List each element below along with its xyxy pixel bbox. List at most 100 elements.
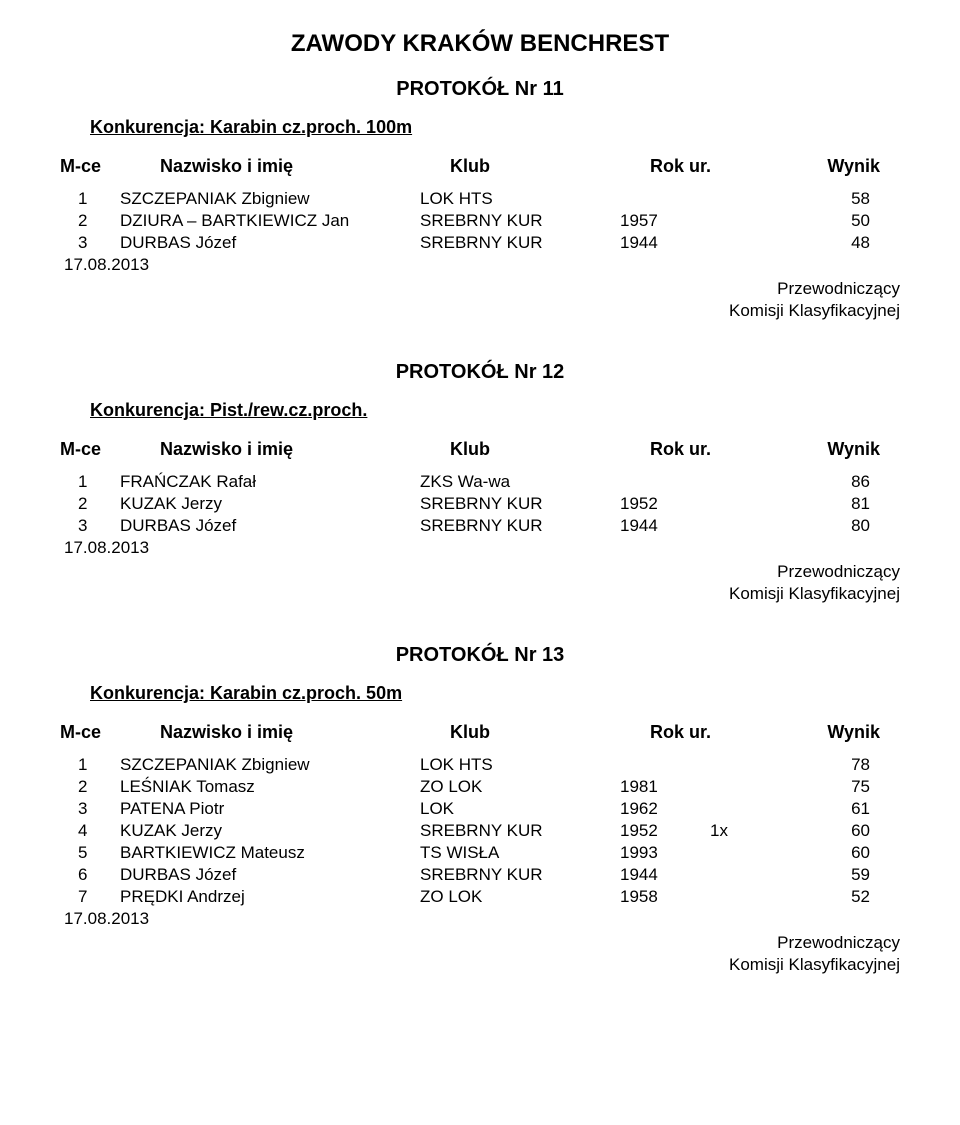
cell-pos: 3 [60, 799, 120, 819]
table-row: 2DZIURA – BARTKIEWICZ JanSREBRNY KUR1957… [60, 211, 900, 231]
cell-pos: 5 [60, 843, 120, 863]
header-mce: M-ce [60, 156, 120, 177]
cell-rok: 1957 [620, 211, 710, 231]
table-row: 1FRAŃCZAK RafałZKS Wa-wa 86 [60, 472, 900, 492]
cell-extra: 1x [710, 821, 770, 841]
cell-pos: 2 [60, 211, 120, 231]
header-rok: Rok ur. [650, 722, 740, 743]
table-row: 6DURBAS JózefSREBRNY KUR194459 [60, 865, 900, 885]
header-name: Nazwisko i imię [120, 156, 450, 177]
cell-extra [710, 233, 770, 253]
table-header: M-ceNazwisko i imięKlubRok ur.Wynik [60, 156, 900, 177]
cell-name: DURBAS Józef [120, 516, 420, 536]
cell-pos: 7 [60, 887, 120, 907]
cell-klub: LOK [420, 799, 620, 819]
cell-rok: 1944 [620, 865, 710, 885]
cell-rok: 1944 [620, 233, 710, 253]
signer-line-2: Komisji Klasyfikacyjnej [60, 584, 900, 604]
konkurencja-title: Konkurencja: Karabin cz.proch. 100m [90, 117, 900, 138]
table-header: M-ceNazwisko i imięKlubRok ur.Wynik [60, 722, 900, 743]
signer-line-1: Przewodniczący [60, 562, 900, 582]
cell-rok: 1952 [620, 494, 710, 514]
cell-extra [710, 755, 770, 775]
cell-name: KUZAK Jerzy [120, 821, 420, 841]
cell-klub: ZO LOK [420, 887, 620, 907]
cell-name: BARTKIEWICZ Mateusz [120, 843, 420, 863]
cell-wynik: 78 [770, 755, 870, 775]
cell-extra [710, 865, 770, 885]
cell-extra [710, 799, 770, 819]
cell-wynik: 75 [770, 777, 870, 797]
cell-pos: 3 [60, 233, 120, 253]
konkurencja-title: Konkurencja: Karabin cz.proch. 50m [90, 683, 900, 704]
cell-pos: 2 [60, 494, 120, 514]
signer-line-2: Komisji Klasyfikacyjnej [60, 955, 900, 975]
cell-pos: 3 [60, 516, 120, 536]
cell-klub: SREBRNY KUR [420, 211, 620, 231]
cell-rok: 1981 [620, 777, 710, 797]
header-name: Nazwisko i imię [120, 722, 450, 743]
header-mce: M-ce [60, 439, 120, 460]
protocol-number: PROTOKÓŁ Nr 13 [60, 644, 900, 667]
table-row: 5BARTKIEWICZ MateuszTS WISŁA199360 [60, 843, 900, 863]
header-rok: Rok ur. [650, 156, 740, 177]
header-wynik: Wynik [740, 439, 880, 460]
footer-signers: PrzewodniczącyKomisji Klasyfikacyjnej [60, 279, 900, 321]
signer-line-2: Komisji Klasyfikacyjnej [60, 301, 900, 321]
cell-klub: SREBRNY KUR [420, 865, 620, 885]
cell-klub: ZKS Wa-wa [420, 472, 620, 492]
protocol-number: PROTOKÓŁ Nr 12 [60, 361, 900, 384]
cell-name: PRĘDKI Andrzej [120, 887, 420, 907]
cell-klub: LOK HTS [420, 755, 620, 775]
table-row: 2KUZAK JerzySREBRNY KUR195281 [60, 494, 900, 514]
table-row: 3DURBAS JózefSREBRNY KUR194480 [60, 516, 900, 536]
cell-klub: SREBRNY KUR [420, 233, 620, 253]
cell-name: PATENA Piotr [120, 799, 420, 819]
cell-extra [710, 494, 770, 514]
cell-extra [710, 777, 770, 797]
table-row: 1SZCZEPANIAK ZbigniewLOK HTS58 [60, 189, 900, 209]
table-row: 4KUZAK JerzySREBRNY KUR19521x60 [60, 821, 900, 841]
header-wynik: Wynik [740, 156, 880, 177]
cell-pos: 2 [60, 777, 120, 797]
cell-pos: 1 [60, 755, 120, 775]
cell-wynik: 86 [770, 472, 870, 492]
cell-klub: TS WISŁA [420, 843, 620, 863]
cell-wynik: 59 [770, 865, 870, 885]
cell-extra [710, 211, 770, 231]
cell-klub: SREBRNY KUR [420, 821, 620, 841]
table-row: 2LEŚNIAK TomaszZO LOK1981 75 [60, 777, 900, 797]
cell-pos: 4 [60, 821, 120, 841]
cell-wynik: 81 [770, 494, 870, 514]
cell-name: LEŚNIAK Tomasz [120, 777, 420, 797]
section-footer: 17.08.2013PrzewodniczącyKomisji Klasyfik… [60, 538, 900, 604]
header-rok: Rok ur. [650, 439, 740, 460]
cell-rok: 1952 [620, 821, 710, 841]
sections-container: PROTOKÓŁ Nr 11 Konkurencja: Karabin cz.pr… [60, 78, 900, 975]
protocol-number: PROTOKÓŁ Nr 11 [60, 78, 900, 101]
signer-line-1: Przewodniczący [60, 933, 900, 953]
cell-rok [620, 755, 710, 775]
cell-rok: 1958 [620, 887, 710, 907]
cell-klub: SREBRNY KUR [420, 516, 620, 536]
cell-name: FRAŃCZAK Rafał [120, 472, 420, 492]
konkurencja-title: Konkurencja: Pist./rew.cz.proch. [90, 400, 900, 421]
footer-signers: PrzewodniczącyKomisji Klasyfikacyjnej [60, 933, 900, 975]
section-footer: 17.08.2013 PrzewodniczącyKomisji Klasyfik… [60, 909, 900, 975]
footer-date: 17.08.2013 [64, 909, 900, 929]
cell-name: DZIURA – BARTKIEWICZ Jan [120, 211, 420, 231]
cell-extra [710, 472, 770, 492]
header-klub: Klub [450, 722, 650, 743]
cell-name: DURBAS Józef [120, 865, 420, 885]
cell-name: SZCZEPANIAK Zbigniew [120, 189, 420, 209]
cell-wynik: 50 [770, 211, 870, 231]
cell-klub: ZO LOK [420, 777, 620, 797]
cell-pos: 1 [60, 472, 120, 492]
cell-extra [710, 843, 770, 863]
cell-klub: SREBRNY KUR [420, 494, 620, 514]
header-wynik: Wynik [740, 722, 880, 743]
cell-rok: 1993 [620, 843, 710, 863]
main-title: ZAWODY KRAKÓW BENCHREST [60, 30, 900, 58]
header-name: Nazwisko i imię [120, 439, 450, 460]
signer-line-1: Przewodniczący [60, 279, 900, 299]
